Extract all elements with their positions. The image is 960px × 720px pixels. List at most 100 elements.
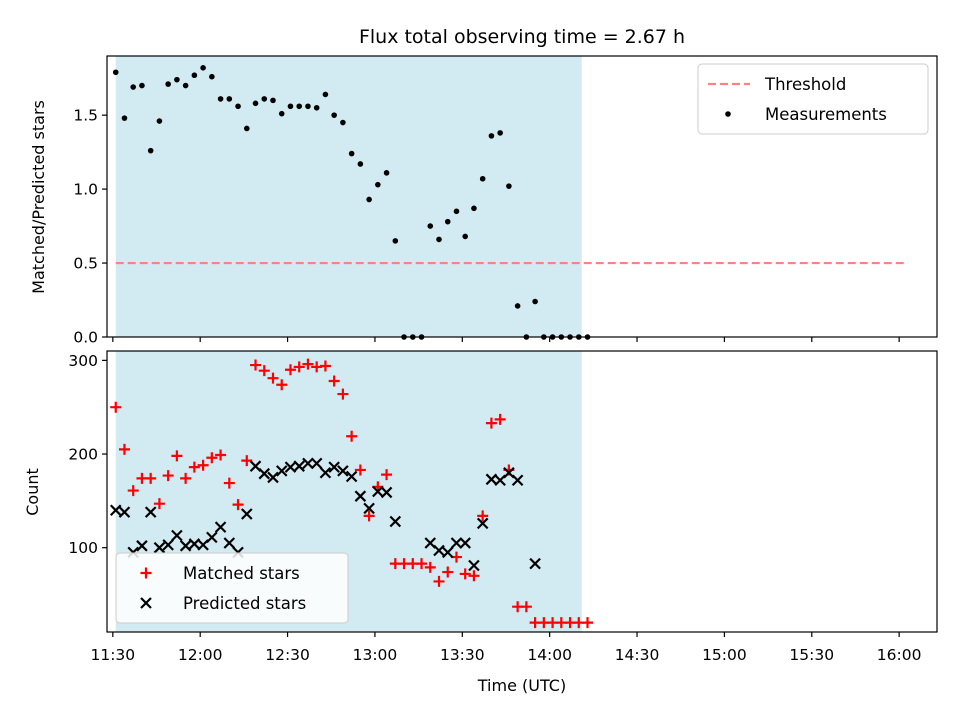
data-point	[433, 544, 445, 557]
y-tick-label: 0.5	[73, 255, 98, 273]
data-point	[284, 364, 296, 376]
data-point	[514, 303, 521, 309]
data-point	[243, 125, 250, 132]
y-tick-label: 100	[68, 539, 98, 557]
data-point	[261, 96, 268, 102]
data-point	[235, 103, 241, 110]
y-tick-label: 300	[68, 352, 98, 370]
data-point	[375, 181, 381, 188]
data-point	[436, 236, 442, 243]
legend-label: Matched stars	[183, 564, 300, 583]
data-point	[121, 115, 128, 121]
legend-marker	[140, 567, 152, 579]
x-tick-label: 13:30	[440, 646, 485, 664]
data-point	[453, 208, 460, 215]
data-point	[442, 566, 454, 578]
data-point	[459, 537, 471, 549]
axes-frame	[106, 350, 938, 633]
x-tick-label: 12:00	[178, 646, 223, 664]
shaded-interval	[115, 56, 582, 337]
data-point	[468, 559, 480, 572]
data-point	[416, 558, 428, 570]
data-point	[215, 449, 227, 461]
data-point	[258, 467, 271, 480]
data-point	[337, 388, 349, 400]
data-point	[171, 529, 183, 542]
bottom-y-axis-label: Count	[23, 468, 42, 516]
data-point	[477, 510, 489, 522]
data-point	[145, 472, 157, 484]
x-tick-label: 14:30	[615, 646, 660, 664]
legend-marker	[140, 597, 152, 609]
data-point	[182, 82, 189, 89]
data-point	[214, 521, 227, 533]
data-point	[529, 557, 541, 570]
data-point	[346, 430, 358, 442]
x-tick-label: 13:00	[353, 646, 398, 664]
x-tick-label: 11:30	[90, 646, 135, 664]
data-point	[241, 455, 253, 467]
legend: Matched stars Predicted stars	[115, 552, 349, 624]
data-point	[110, 401, 122, 413]
data-point	[270, 97, 276, 104]
data-point	[162, 539, 174, 551]
data-point	[217, 96, 224, 102]
data-point	[130, 84, 137, 90]
data-point	[293, 361, 305, 373]
data-point	[109, 504, 122, 517]
data-point	[136, 540, 148, 552]
data-point	[139, 82, 145, 89]
data-point	[278, 110, 285, 117]
legend-label: Predicted stars	[183, 594, 306, 613]
top-y-axis-label: Matched/Predicted stars	[29, 100, 48, 294]
data-point	[310, 457, 323, 470]
data-point	[252, 100, 259, 107]
legend-box	[115, 552, 349, 624]
data-point	[459, 568, 471, 580]
data-point	[488, 133, 495, 139]
data-point	[118, 443, 130, 455]
data-point	[171, 450, 183, 462]
data-point	[275, 465, 288, 477]
data-point	[582, 617, 594, 629]
x-tick-label: 12:30	[265, 646, 310, 664]
data-point	[302, 358, 314, 370]
x-axis-label: Time (UTC)	[477, 676, 566, 695]
data-point	[287, 103, 294, 110]
data-point	[174, 76, 180, 83]
data-point	[250, 359, 262, 371]
data-point	[206, 531, 218, 544]
y-tick-label: 200	[68, 446, 98, 464]
data-point	[328, 375, 340, 387]
data-point	[328, 461, 340, 473]
data-point	[127, 485, 139, 497]
x-tick-label: 15:00	[702, 646, 747, 664]
data-point	[363, 510, 375, 522]
x-tick-label: 14:00	[527, 646, 572, 664]
data-point	[153, 541, 166, 554]
data-point	[206, 452, 218, 464]
data-point	[424, 561, 436, 573]
data-point	[354, 490, 367, 502]
data-point	[506, 183, 512, 189]
data-point	[223, 477, 235, 489]
data-point	[450, 537, 463, 549]
data-point	[348, 150, 355, 157]
axes-frame	[106, 55, 938, 338]
legend-box	[697, 63, 929, 135]
data-point	[302, 457, 314, 470]
data-point	[165, 81, 171, 87]
data-point	[118, 506, 131, 518]
data-point	[494, 413, 506, 425]
data-point	[258, 365, 270, 377]
data-point	[293, 460, 305, 472]
data-point	[305, 103, 311, 110]
data-point	[337, 465, 349, 477]
data-point	[357, 161, 364, 167]
data-point	[462, 233, 469, 240]
legend-label: Measurements	[765, 105, 887, 124]
data-point	[197, 459, 209, 471]
data-point	[319, 360, 331, 372]
data-point	[241, 508, 253, 520]
